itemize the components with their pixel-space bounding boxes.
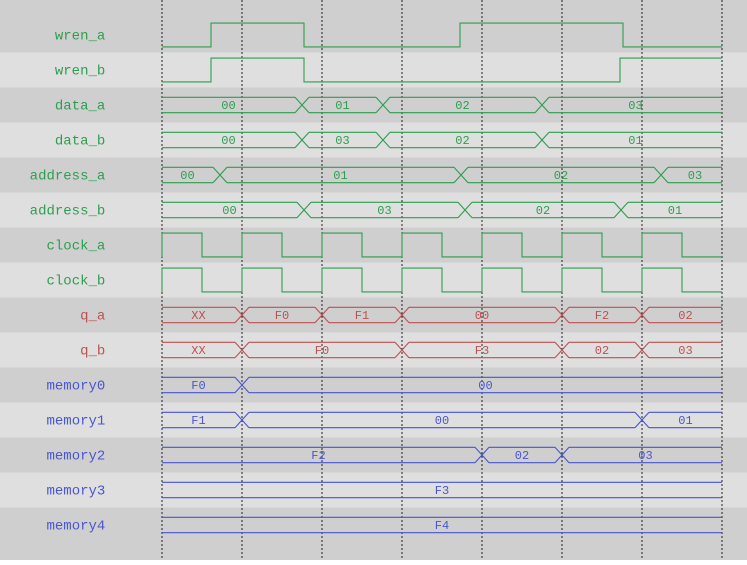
svg-text:F2: F2 [311,449,325,463]
svg-text:03: 03 [678,344,692,358]
svg-text:F4: F4 [435,519,449,533]
svg-text:data_b: data_b [55,134,105,150]
svg-text:data_a: data_a [55,99,105,115]
svg-text:02: 02 [678,309,692,323]
svg-text:01: 01 [628,134,642,148]
svg-text:q_a: q_a [80,309,105,325]
svg-text:memory2: memory2 [46,449,105,465]
svg-text:memory4: memory4 [46,519,105,535]
svg-text:memory3: memory3 [46,484,105,500]
svg-text:03: 03 [377,204,391,218]
svg-text:01: 01 [678,414,692,428]
svg-text:03: 03 [628,99,642,113]
svg-text:F2: F2 [595,309,609,323]
svg-text:memory0: memory0 [46,379,105,395]
svg-text:F3: F3 [475,344,489,358]
svg-text:02: 02 [515,449,529,463]
svg-text:00: 00 [221,99,235,113]
svg-text:01: 01 [333,169,347,183]
svg-text:clock_a: clock_a [46,239,105,255]
svg-text:F0: F0 [191,379,205,393]
svg-text:02: 02 [595,344,609,358]
svg-text:XX: XX [191,344,205,358]
svg-text:address_a: address_a [30,169,106,185]
svg-text:00: 00 [475,309,489,323]
svg-text:wren_a: wren_a [55,29,105,45]
svg-text:F1: F1 [191,414,205,428]
svg-text:00: 00 [222,204,236,218]
svg-text:00: 00 [478,379,492,393]
svg-text:clock_b: clock_b [46,274,105,290]
svg-text:F0: F0 [275,309,289,323]
svg-text:02: 02 [455,134,469,148]
svg-text:wren_b: wren_b [55,64,105,80]
svg-text:00: 00 [435,414,449,428]
svg-text:03: 03 [638,449,652,463]
svg-text:01: 01 [668,204,682,218]
svg-text:q_b: q_b [80,344,105,360]
svg-text:memory1: memory1 [46,414,105,430]
svg-text:03: 03 [335,134,349,148]
svg-text:01: 01 [335,99,349,113]
svg-text:00: 00 [180,169,194,183]
svg-text:F0: F0 [315,344,329,358]
svg-text:address_b: address_b [30,204,106,220]
svg-text:XX: XX [191,309,205,323]
svg-text:02: 02 [455,99,469,113]
svg-text:F1: F1 [355,309,369,323]
svg-text:F3: F3 [435,484,449,498]
svg-text:03: 03 [688,169,702,183]
svg-text:02: 02 [554,169,568,183]
svg-text:00: 00 [221,134,235,148]
svg-text:02: 02 [536,204,550,218]
